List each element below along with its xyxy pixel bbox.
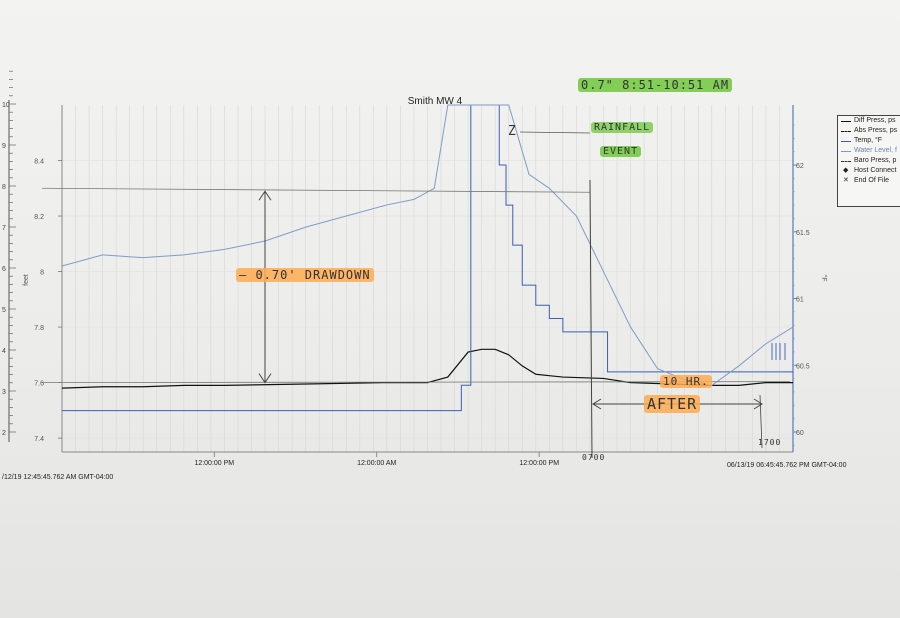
- axes: 7.4 7.6 7.8 8 8.2 8.4 2 3 4 5 6 7 8 9 10 60 60.5 61 61.5 62…: [2, 70, 810, 467]
- legend-label: Baro Press, p: [854, 157, 897, 164]
- legend-label: Water Level, f: [854, 147, 897, 154]
- legend-item-abs-press: Abs Press, ps: [838, 126, 900, 136]
- legend-item-water-level: Water Level, f: [838, 146, 900, 156]
- series-line-diff-press-psi: [61, 348, 793, 389]
- outer-tick-label: 5: [2, 307, 6, 314]
- duration-arrowhead-left: [592, 398, 602, 410]
- y-tick-label: 8: [40, 270, 44, 277]
- time-start-annotation: 0700: [582, 453, 606, 462]
- legend-label: Temp, °F: [854, 137, 883, 144]
- legend-swatch: [841, 151, 851, 152]
- y-tick-label: 8.4: [34, 159, 44, 166]
- outer-tick-label: 4: [2, 348, 6, 355]
- legend: Diff Press, ps Abs Press, ps Temp, °F Wa…: [837, 115, 900, 207]
- x-tick-label: 12:00:00 AM: [357, 460, 396, 467]
- y-tick-label: 8.2: [34, 214, 44, 221]
- outer-tick-label: 6: [2, 266, 6, 273]
- y-tick-label: 7.8: [34, 325, 44, 332]
- y-tick-label: 7.4: [34, 436, 44, 443]
- legend-label: Abs Press, ps: [854, 127, 898, 134]
- outer-tick-label: 8: [2, 184, 6, 191]
- y-tick-label: 7.6: [34, 381, 44, 388]
- y2-tick-label: 60.5: [796, 363, 810, 370]
- x-tick-label: 12:00:00 PM: [194, 460, 234, 467]
- start-marker-line: [589, 179, 593, 459]
- y2-axis-label: °F: [820, 274, 828, 281]
- rainfall-pointer-line: [519, 131, 591, 134]
- y2-tick-label: 61: [796, 297, 804, 304]
- arrow-z-annotation: Z: [508, 124, 517, 139]
- legend-swatch: [841, 121, 851, 122]
- time-end-annotation: 1700: [758, 438, 782, 447]
- duration-arrowhead-right: [753, 398, 763, 410]
- legend-item-diff-press: Diff Press, ps: [838, 116, 900, 126]
- legend-item-temp: Temp, °F: [838, 136, 900, 146]
- drawdown-arrowhead-top: [258, 190, 272, 201]
- drawdown-annotation: — 0.70' DRAWDOWN: [236, 268, 374, 282]
- x-end-label: 06/13/19 06:45:45.762 PM GMT-04:00: [727, 462, 847, 469]
- y2-tick-label: 62: [796, 163, 804, 170]
- y-axis-label: feet: [23, 274, 30, 286]
- event-label-annotation: EVENT: [600, 146, 642, 157]
- rainfall-label-annotation: RAINFALL: [591, 122, 654, 133]
- rainfall-amount-annotation: 0.7" 8:51-10:51 AM: [578, 78, 733, 92]
- outer-tick-label: 7: [2, 225, 6, 232]
- legend-label: Diff Press, ps: [854, 117, 896, 124]
- legend-label: Host Connect: [854, 167, 897, 174]
- y2-tick-label: 61.5: [796, 230, 810, 237]
- x-mark-icon: ✕: [843, 177, 849, 184]
- x-tick-label: 12:00:00 PM: [519, 460, 559, 467]
- legend-swatch: [841, 161, 851, 162]
- x-start-label: /12/19 12:45:45.762 AM GMT-04:00: [2, 474, 113, 481]
- drawdown-arrowhead-bottom: [258, 373, 272, 384]
- y2-tick-label: 60: [796, 430, 804, 437]
- legend-item-end-of-file: ✕ End Of File: [838, 176, 900, 186]
- drawdown-reference-top: [41, 187, 591, 193]
- outer-tick-label: 10: [2, 102, 10, 109]
- legend-item-host-connect: ◆ Host Connect: [838, 166, 900, 176]
- legend-swatch: [841, 131, 851, 132]
- chart-title: Smith MW 4: [408, 96, 463, 107]
- diamond-icon: ◆: [843, 167, 849, 174]
- legend-item-baro-press: Baro Press, p: [838, 156, 900, 166]
- outer-tick-label: 9: [2, 143, 6, 150]
- legend-swatch: [841, 141, 851, 142]
- hours-annotation: 10 HR.: [660, 375, 712, 388]
- after-annotation: AFTER: [644, 395, 701, 413]
- legend-label: End Of File: [854, 177, 890, 184]
- outer-tick-label: 3: [2, 389, 6, 396]
- outer-tick-label: 2: [2, 430, 6, 437]
